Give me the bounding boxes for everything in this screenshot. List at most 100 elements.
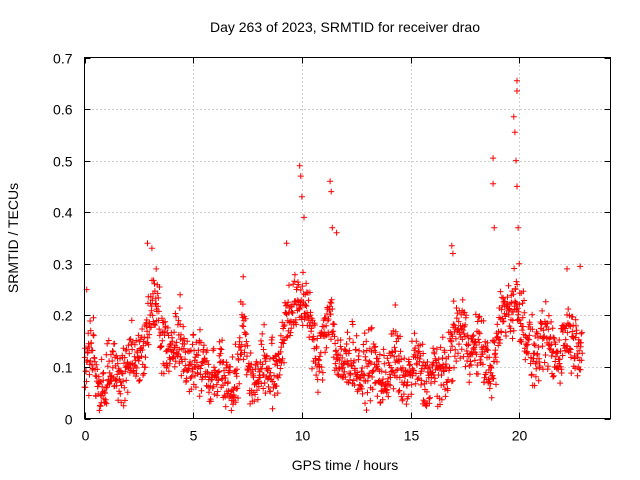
data-point [291,278,298,285]
data-point [412,345,419,352]
data-point [426,400,433,407]
data-point [261,380,268,386]
data-point [512,286,519,293]
data-point [514,77,520,84]
data-point [379,396,386,403]
data-point [243,338,250,345]
data-point [480,317,487,324]
data-point [87,358,94,364]
data-point [278,344,285,351]
data-point [319,369,326,376]
data-point [564,265,570,272]
data-point [197,365,204,372]
data-point [380,346,387,353]
data-point [277,348,284,355]
data-point [374,355,381,362]
data-point [476,313,483,320]
data-point [84,357,91,364]
data-point [283,334,290,341]
data-point [428,380,434,387]
data-point [574,350,581,357]
data-point [498,306,505,313]
data-point [277,332,284,339]
data-point [573,327,580,334]
data-point [165,332,172,339]
data-point [517,338,524,345]
data-point [173,339,180,346]
data-point [548,353,555,359]
data-point [122,397,128,404]
data-point [107,378,114,385]
data-point [233,385,240,392]
data-point [239,301,246,308]
data-point [395,388,402,395]
data-point [103,400,110,407]
data-point [374,393,381,400]
data-point [578,339,584,346]
data-point [128,317,135,324]
data-point [526,332,533,339]
data-point [86,371,93,378]
data-point [85,392,92,399]
data-point [545,312,552,319]
data-point [497,288,504,295]
data-point [531,342,538,349]
data-point [406,362,413,369]
data-point [419,341,426,348]
y-tick-label: 0.4 [53,205,73,221]
data-point [439,355,446,361]
data-point [536,363,543,369]
data-point [254,360,261,367]
data-point [230,387,237,394]
data-point [114,371,121,378]
data-point [578,329,585,336]
data-point [251,398,258,405]
data-point [559,352,566,359]
data-point [384,386,391,393]
data-point [219,337,226,344]
data-point [466,379,473,386]
data-point [353,332,360,339]
data-point [522,345,528,352]
data-point [533,365,540,372]
data-point [505,311,512,318]
data-point [455,318,462,325]
data-point [300,269,306,276]
data-point [416,348,423,355]
data-point [550,334,557,341]
data-point [177,291,184,298]
data-point [549,325,556,332]
data-point [286,332,293,339]
data-point [412,380,419,387]
y-axis-label: SRMTID / TECUs [5,183,21,293]
data-point [400,391,407,398]
data-point [539,307,546,314]
data-point [163,360,170,367]
data-point [460,353,467,360]
data-point [98,392,105,399]
data-point [574,354,581,361]
data-point [360,341,367,348]
data-point [299,283,306,290]
data-point [391,353,398,360]
data-point [462,321,469,328]
data-point [550,373,556,380]
data-point [171,363,178,370]
data-point [366,370,373,377]
data-point [568,354,574,361]
data-point [510,327,517,334]
data-point [316,353,323,360]
data-point [396,387,403,394]
data-point [548,318,555,325]
data-point [416,355,423,362]
data-point [143,316,150,323]
data-point [540,327,547,334]
data-point [510,113,517,120]
data-point [97,403,104,410]
data-point [139,326,146,332]
data-point [294,284,301,291]
data-point [146,331,153,338]
data-point [363,347,370,354]
data-point [84,349,91,355]
data-point [442,361,449,367]
